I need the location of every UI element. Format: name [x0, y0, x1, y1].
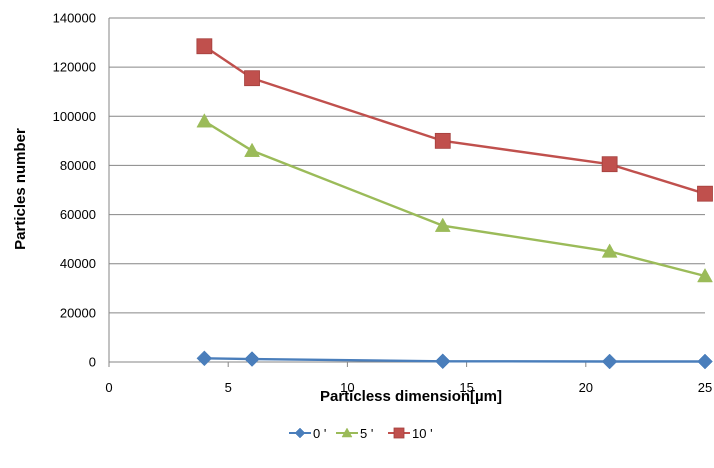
y-axis-title: Particles number: [12, 128, 29, 250]
gridlines: [109, 17, 705, 314]
legend-label: 10 ': [412, 426, 433, 441]
y-tick-label: 40000: [60, 256, 96, 271]
data-point: [697, 185, 713, 202]
data-point: [244, 351, 260, 367]
data-point: [697, 353, 713, 370]
x-tick-label: 15: [459, 380, 473, 395]
data-point: [196, 38, 213, 55]
series-line: [203, 45, 706, 195]
data-point: [434, 217, 451, 232]
series-layer: [196, 38, 713, 370]
y-tick-label: 20000: [60, 305, 96, 320]
x-tick-label: 0: [105, 380, 112, 395]
axes: [108, 18, 706, 367]
x-tick-label: 10: [340, 380, 354, 395]
x-tick-label: 5: [225, 380, 232, 395]
data-point: [434, 353, 451, 370]
y-tick-label: 60000: [60, 207, 96, 222]
y-tick-label: 100000: [53, 109, 96, 124]
data-point: [601, 353, 618, 370]
data-point: [196, 113, 213, 128]
legend-label: 5 ': [360, 426, 373, 441]
y-tick-label: 0: [89, 355, 96, 370]
legend: 0 ' 5 ' 10 ': [289, 426, 433, 441]
tick-labels: 0 20000 40000 60000 80000 100000 120000 140000 0…: [53, 11, 713, 396]
y-tick-label: 120000: [53, 60, 96, 75]
series-0: [196, 350, 713, 370]
legend-marker: [393, 427, 405, 439]
legend-marker: [341, 427, 353, 438]
series-line: [203, 120, 706, 278]
legend-item-1: 5 ': [336, 426, 373, 441]
legend-label: 0 ': [313, 426, 326, 441]
data-point: [601, 243, 618, 258]
data-point: [434, 132, 451, 149]
data-point: [244, 70, 260, 87]
data-point: [244, 142, 260, 157]
series-line: [204, 357, 705, 363]
series-2: [196, 38, 713, 202]
data-point: [601, 156, 618, 173]
data-point: [697, 267, 713, 283]
x-tick-label: 25: [698, 380, 712, 395]
series-1: [196, 113, 713, 283]
x-axis-title: Particless dimension[µm]: [320, 388, 502, 405]
data-point: [196, 350, 213, 367]
legend-item-0: 0 ': [289, 426, 326, 441]
y-tick-label: 140000: [53, 11, 96, 26]
y-tick-label: 80000: [60, 158, 96, 173]
x-tick-label: 20: [579, 380, 593, 395]
legend-item-2: 10 ': [388, 426, 433, 441]
legend-marker: [294, 427, 306, 439]
